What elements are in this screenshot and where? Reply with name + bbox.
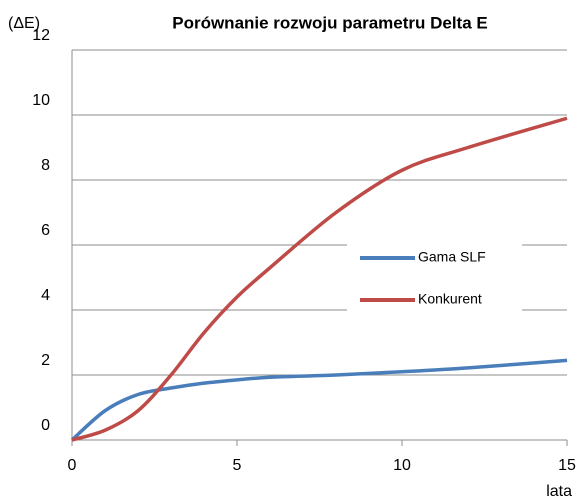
chart-title: Porównanie rozwoju parametru Delta E <box>172 13 488 32</box>
y-tick-label: 6 <box>41 222 50 239</box>
y-tick-label: 8 <box>41 157 50 174</box>
x-tick-label: 5 <box>233 457 242 474</box>
line-series <box>70 358 568 442</box>
line-series <box>71 116 568 442</box>
y-tick-label: 4 <box>41 287 50 304</box>
y-tick-label: 10 <box>32 92 50 109</box>
legend-label: Gama SLF <box>418 249 486 265</box>
y-axis-label: (ΔE) <box>8 15 40 32</box>
legend-label: Konkurent <box>418 291 482 307</box>
y-tick-label: 2 <box>41 352 50 369</box>
x-tick-label: 10 <box>393 457 411 474</box>
y-tick-label: 0 <box>41 417 50 434</box>
legend-box <box>347 232 522 327</box>
x-axis-label: lata <box>546 483 572 500</box>
y-tick-label: 12 <box>32 27 50 44</box>
x-tick-label: 15 <box>558 457 576 474</box>
x-tick-label: 0 <box>68 457 77 474</box>
